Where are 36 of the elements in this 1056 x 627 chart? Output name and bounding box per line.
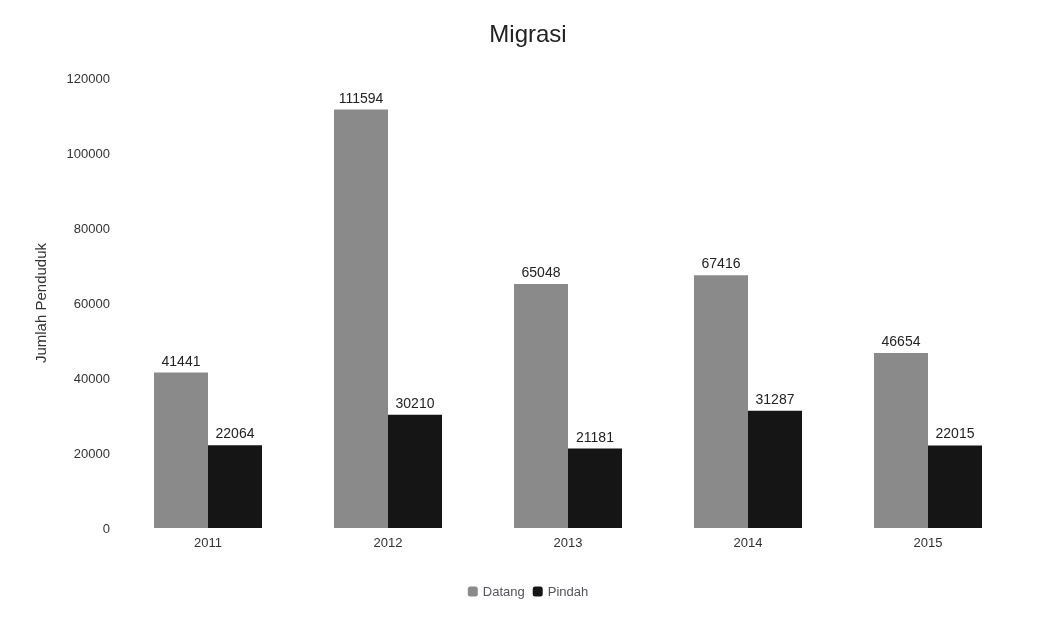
y-tick-label: 80000 (73, 220, 110, 236)
y-tick-label: 20000 (73, 445, 110, 461)
y-tick-label: 0 (102, 520, 110, 536)
data-label: 30210 (395, 394, 435, 411)
data-label: 65048 (521, 264, 561, 281)
bar (334, 109, 388, 528)
bar (154, 372, 208, 528)
data-label: 21181 (576, 428, 615, 445)
data-label: 46654 (881, 333, 921, 350)
y-tick-label: 60000 (73, 295, 110, 311)
x-tick-label: 2012 (373, 535, 403, 550)
data-label: 67416 (701, 255, 741, 272)
bar (748, 410, 802, 528)
y-tick-label: 120000 (66, 70, 110, 86)
bar (514, 284, 568, 528)
data-label: 22015 (935, 425, 975, 442)
bar (928, 445, 982, 528)
data-label: 31287 (755, 390, 795, 407)
legend-label: Pindah (547, 584, 589, 599)
bar (568, 448, 622, 528)
bar (388, 414, 442, 528)
y-tick-label: 40000 (73, 370, 110, 386)
chart-title: Migrasi (489, 19, 567, 47)
data-label: 111594 (338, 89, 384, 106)
bar (208, 445, 262, 528)
bar (694, 275, 748, 528)
data-label: 22064 (215, 425, 255, 442)
x-tick-label: 2013 (553, 535, 583, 550)
y-axis-title: Jumlah Penduduk (32, 242, 49, 364)
x-tick-label: 2014 (733, 535, 763, 550)
legend-label: Datang (482, 584, 525, 599)
y-tick-label: 100000 (66, 145, 110, 161)
x-tick-label: 2011 (194, 535, 222, 550)
data-label: 41441 (161, 352, 201, 369)
x-tick-label: 2015 (913, 535, 943, 550)
bar (874, 353, 928, 528)
